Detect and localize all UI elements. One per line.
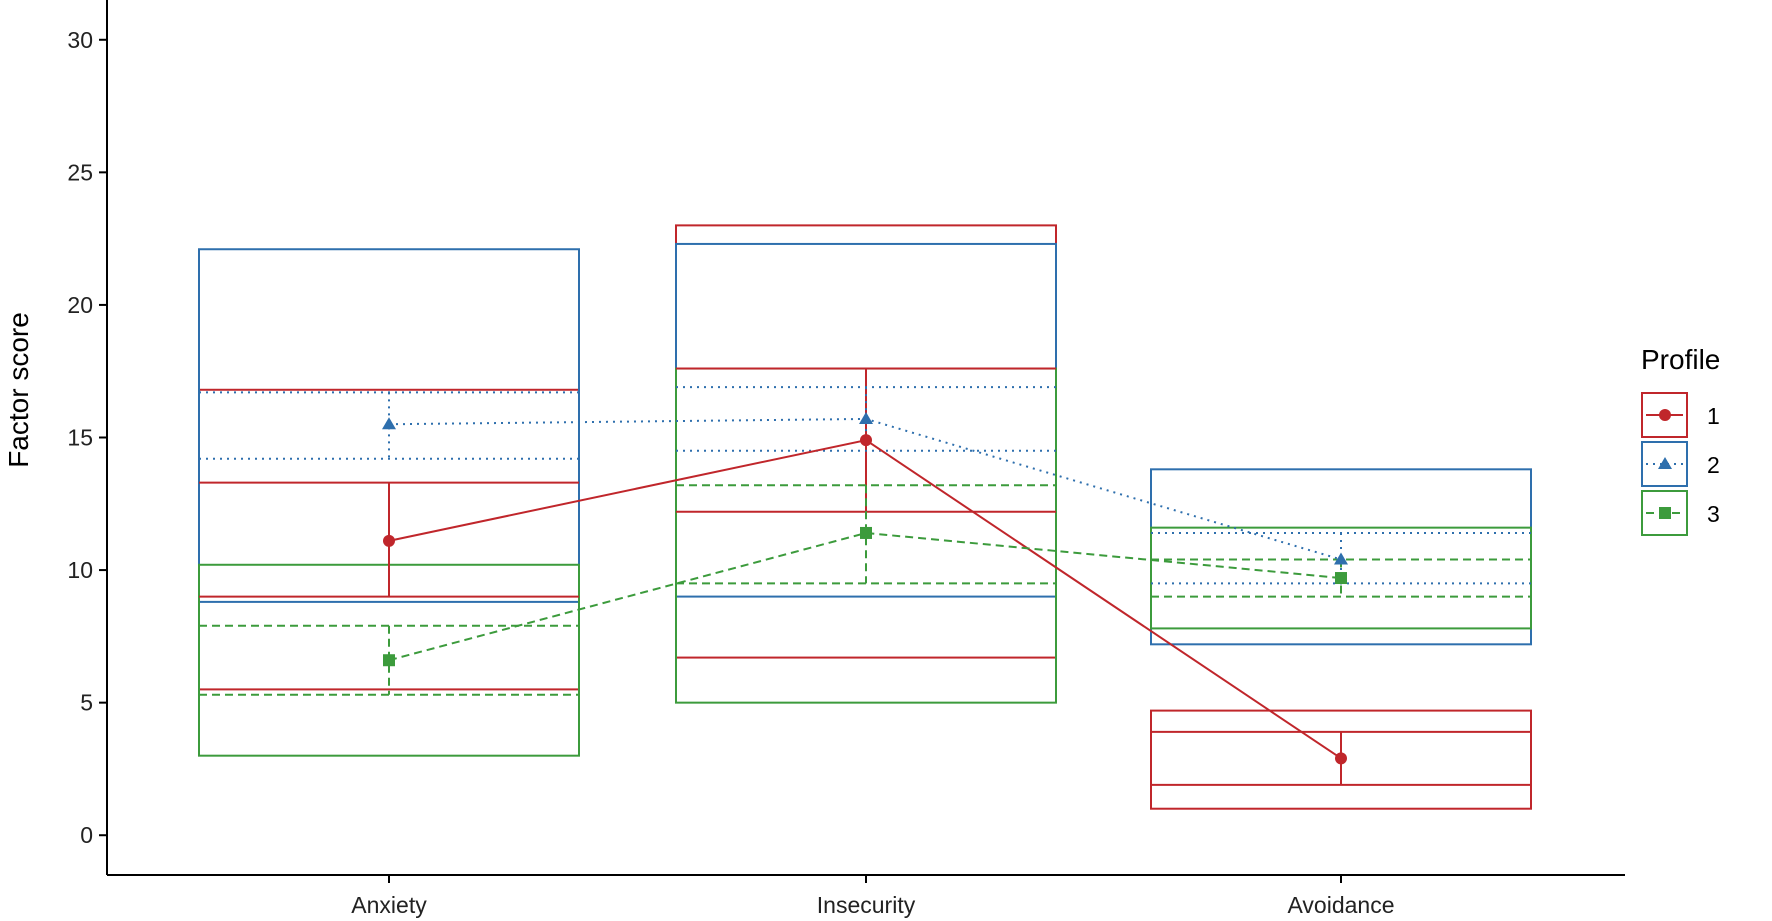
range-box-profile-3: [1150, 526, 1532, 630]
legend-key-box: [1641, 490, 1688, 536]
y-tick-label: 20: [67, 292, 93, 318]
legend-key-marker: [1658, 457, 1672, 469]
error-bars: [199, 367, 1531, 786]
data-point-profile-2: [859, 411, 873, 424]
range-box-profile-1: [1150, 709, 1532, 810]
y-tick-label: 25: [67, 159, 93, 185]
y-tick-label: 0: [80, 822, 93, 848]
data-points: [382, 411, 1348, 765]
data-point-profile-1: [1335, 752, 1347, 765]
legend-key-box: [1641, 392, 1688, 438]
data-point-profile-3: [860, 526, 872, 539]
data-point-profile-3: [383, 654, 395, 667]
legend-key-box: [1641, 441, 1688, 487]
legend-label: 1: [1707, 403, 1720, 429]
y-axis-title: Factor score: [3, 312, 34, 468]
legend-key-marker: [1659, 409, 1671, 421]
data-point-profile-1: [383, 534, 395, 547]
x-tick-label: Avoidance: [1288, 892, 1395, 918]
legend-key-marker: [1659, 507, 1671, 519]
y-tick-label: 15: [67, 425, 93, 451]
legend-item-profile-3: 3: [1641, 490, 1720, 536]
y-ticks: 0 5 10 15 20 25 30: [67, 27, 107, 848]
y-tick-label: 30: [67, 27, 93, 53]
x-ticks: Anxiety Insecurity Avoidance: [351, 875, 1395, 918]
x-tick-label: Insecurity: [817, 892, 916, 918]
data-point-profile-2: [382, 417, 396, 430]
data-point-profile-1: [860, 434, 872, 447]
legend-label: 3: [1707, 501, 1720, 527]
y-tick-label: 5: [80, 690, 93, 716]
legend-label: 2: [1707, 452, 1720, 478]
x-tick-label: Anxiety: [351, 892, 427, 918]
data-point-profile-2: [1334, 552, 1348, 565]
legend: Profile 1 2 3: [1641, 344, 1720, 536]
data-point-profile-3: [1335, 572, 1347, 585]
y-tick-label: 10: [67, 557, 93, 583]
range-box-profile-2: [198, 248, 580, 603]
series-line-profile-3: [388, 531, 1342, 662]
legend-item-profile-1: 1: [1641, 392, 1720, 438]
legend-title: Profile: [1641, 344, 1720, 375]
legend-item-profile-2: 2: [1641, 441, 1720, 487]
